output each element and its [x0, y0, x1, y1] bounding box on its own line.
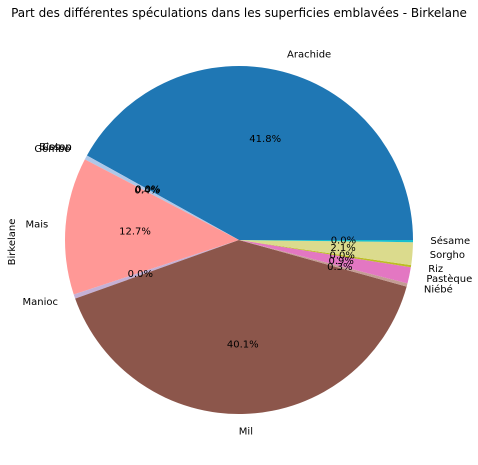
percent-label-mais: 12.7%	[119, 227, 151, 238]
percent-label-mil: 40.1%	[227, 339, 259, 350]
category-label-mil: Mil	[239, 426, 253, 437]
category-label-mais: Mais	[25, 219, 48, 230]
percent-labels: 41.8%0.0%0.0%0.4%12.7%0.0%40.1%0.3%0.9%0…	[119, 134, 356, 350]
percent-label-riz: 0.0%	[329, 251, 354, 262]
category-label-bissap: Bissap	[39, 142, 72, 153]
pie-slices	[64, 66, 414, 415]
slice-niebe	[239, 240, 408, 287]
percent-label-pasteque: 0.9%	[328, 256, 353, 267]
category-label-coton: Coton	[42, 142, 71, 153]
category-label-pasteque: Pastèque	[426, 273, 472, 285]
percent-label-arachide: 41.8%	[249, 134, 281, 145]
chart-title: Part des différentes spéculations dans l…	[11, 6, 467, 20]
percent-label-niebe: 0.3%	[327, 262, 352, 273]
category-label-arachide: Arachide	[287, 50, 331, 61]
slice-gombo	[84, 155, 239, 240]
y-axis-label: Birkelane	[7, 219, 18, 266]
percent-label-gombo: 0.4%	[134, 185, 159, 196]
category-label-sorgho: Sorgho	[430, 250, 465, 261]
slice-sorgho	[239, 240, 413, 266]
percent-label-sesame: 0.0%	[331, 236, 356, 247]
percent-label-bissap: 0.0%	[135, 184, 160, 195]
category-label-manioc: Manioc	[23, 297, 59, 308]
percent-label-sorgho: 2.1%	[330, 243, 355, 254]
slice-manioc	[73, 240, 240, 299]
slice-arachide	[86, 66, 414, 240]
slice-mais	[64, 159, 240, 295]
percent-label-coton: 0.0%	[135, 184, 160, 195]
category-label-sesame: Sésame	[430, 235, 470, 247]
slice-pasteque	[239, 240, 411, 284]
slice-mil	[75, 240, 407, 415]
category-label-riz: Riz	[428, 264, 443, 275]
slice-riz	[239, 240, 412, 268]
percent-label-manioc: 0.0%	[128, 269, 153, 280]
category-label-gombo: Gombo	[34, 144, 70, 155]
category-label-niebe: Niébé	[424, 284, 453, 296]
slice-sesame	[239, 240, 414, 243]
